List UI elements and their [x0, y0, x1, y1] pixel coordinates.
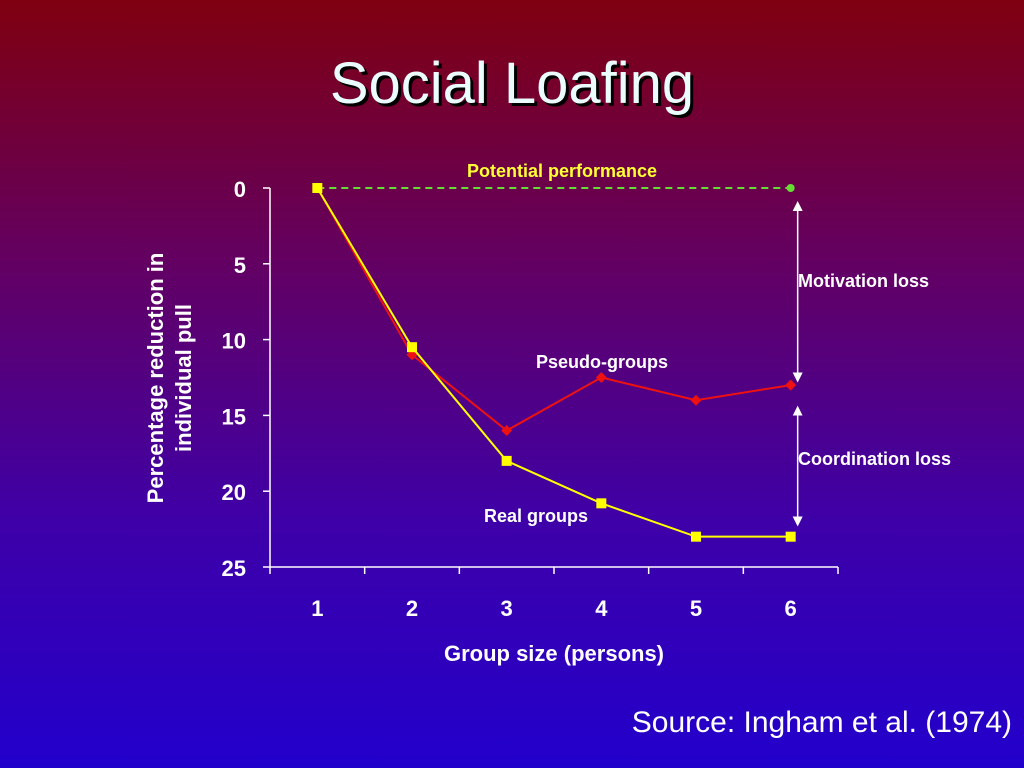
y-tick-label: 20	[222, 480, 246, 505]
x-tick-label: 2	[406, 596, 418, 621]
real-groups-point	[691, 531, 701, 542]
y-tick-label: 10	[222, 329, 246, 354]
slide-title: Social Loafing	[329, 51, 695, 116]
real-groups-point	[501, 455, 512, 466]
real-groups-point	[785, 531, 796, 542]
y-axis-title: Percentage reduction in individual pull	[143, 253, 196, 504]
pseudo-groups-point	[690, 394, 702, 406]
real-groups-point	[312, 183, 323, 193]
x-axis-title: Group size (persons)	[444, 641, 664, 666]
real-groups-point	[596, 498, 607, 509]
x-tick-label: 4	[595, 596, 608, 621]
potential-performance-point	[786, 184, 795, 192]
y-tick-label: 5	[234, 253, 246, 278]
pseudo-groups-point	[785, 379, 797, 391]
pseudo-groups-point	[595, 372, 607, 383]
x-tick-label: 3	[501, 596, 513, 621]
real-groups-line	[316, 187, 791, 538]
real-groups-label: Real groups	[484, 506, 588, 526]
x-tick-label: 6	[785, 596, 797, 621]
real-groups-point	[407, 342, 417, 353]
y-tick-label: 25	[222, 556, 246, 581]
y-tick-label: 0	[234, 177, 246, 202]
coordination-loss-label: Coordination loss	[798, 449, 951, 469]
potential-performance-label: Potential performance	[467, 161, 657, 181]
source-citation: Source: Ingham et al. (1974)	[631, 706, 1012, 739]
x-tick-label: 1	[311, 596, 323, 621]
pseudo-groups-point	[501, 425, 513, 437]
pseudo-groups-label: Pseudo-groups	[536, 352, 668, 372]
y-tick-label: 15	[222, 404, 246, 429]
x-tick-label: 5	[690, 596, 702, 621]
motivation-loss-label: Motivation loss	[798, 271, 929, 291]
pseudo-groups-line	[316, 187, 791, 432]
